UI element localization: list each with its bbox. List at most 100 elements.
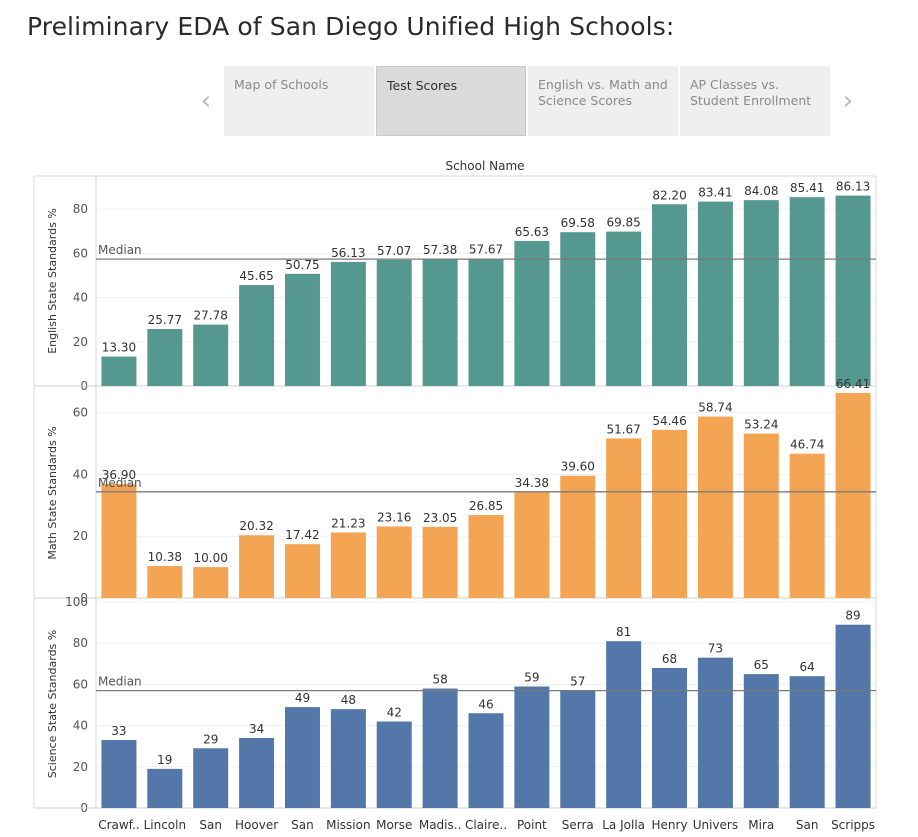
data-label: 10.38 <box>148 550 182 564</box>
bar <box>606 231 642 386</box>
bar <box>789 676 825 808</box>
bar <box>330 532 366 598</box>
x-tick-label: San <box>796 818 819 832</box>
data-label: 33 <box>111 724 126 738</box>
y-tick-label: 80 <box>73 636 88 650</box>
chevron-left-icon[interactable]: ‹ <box>200 86 212 116</box>
y-axis-label: Math State Standards % <box>46 426 59 559</box>
y-tick-label: 100 <box>65 595 88 609</box>
data-label: 10.00 <box>194 551 228 565</box>
data-label: 34 <box>249 722 264 736</box>
data-label: 89 <box>845 609 860 623</box>
data-label: 64 <box>800 660 815 674</box>
column-header: School Name <box>445 159 524 173</box>
data-label: 83.41 <box>698 186 732 200</box>
tab-ap-classes-vs-enrollment[interactable]: AP Classes vs. Student Enrollment <box>680 66 830 136</box>
data-label: 58.74 <box>698 401 732 415</box>
bar <box>468 713 504 808</box>
data-label: 53.24 <box>744 418 778 432</box>
x-tick-label: Crawf.. <box>98 818 139 832</box>
y-axis-label: Science State Standards % <box>46 630 59 778</box>
bar <box>193 567 229 598</box>
x-tick-label: Mission <box>326 818 370 832</box>
x-tick-label: Scripps <box>831 818 875 832</box>
data-label: 56.13 <box>331 246 365 260</box>
x-tick-label: Claire.. <box>465 818 507 832</box>
data-label: 86.13 <box>836 180 870 194</box>
x-tick-label: Univers <box>693 818 738 832</box>
data-label: 50.75 <box>285 258 319 272</box>
bar <box>514 491 550 598</box>
bar <box>514 686 550 808</box>
bar <box>101 356 137 386</box>
tab-english-vs-math-science[interactable]: English vs. Math and Science Scores <box>528 66 678 136</box>
bar <box>652 667 688 808</box>
y-tick-label: 60 <box>73 246 88 260</box>
bar <box>697 201 733 386</box>
data-label: 46.74 <box>790 438 824 452</box>
x-tick-label: Madis.. <box>419 818 462 832</box>
bar <box>652 429 688 598</box>
data-label: 20.32 <box>239 519 273 533</box>
bar <box>330 709 366 808</box>
tab-label: English vs. Math and Science Scores <box>538 77 668 108</box>
bar <box>743 200 779 386</box>
bar <box>376 526 412 598</box>
tab-test-scores[interactable]: Test Scores <box>376 66 526 136</box>
y-tick-label: 20 <box>73 760 88 774</box>
x-tick-label: Morse <box>376 818 412 832</box>
tab-label: Map of Schools <box>234 77 329 92</box>
test-scores-chart: School Name 0 20 40 60 80 English State Standa… <box>0 150 918 837</box>
bar <box>743 674 779 808</box>
bar <box>468 258 504 386</box>
median-label: Median <box>98 675 142 689</box>
y-tick-label: 20 <box>73 335 88 349</box>
x-tick-label: San <box>199 818 222 832</box>
data-label: 26.85 <box>469 499 503 513</box>
bar <box>239 285 275 386</box>
data-label: 68 <box>662 652 677 666</box>
bar <box>147 565 183 598</box>
median-label: Median <box>98 476 142 490</box>
data-label: 19 <box>157 753 172 767</box>
data-label: 29 <box>203 732 218 746</box>
x-tick-label: Serra <box>562 818 594 832</box>
y-tick-label: 40 <box>73 291 88 305</box>
data-label: 69.58 <box>561 216 595 230</box>
y-tick-label: 20 <box>73 529 88 543</box>
y-tick-label: 40 <box>73 719 88 733</box>
data-label: 45.65 <box>239 269 273 283</box>
page-title: Preliminary EDA of San Diego Unified Hig… <box>27 12 675 41</box>
data-label: 66.41 <box>836 377 870 391</box>
x-tick-label: Henry <box>652 818 688 832</box>
bar <box>835 195 871 386</box>
bar <box>422 259 458 386</box>
bar <box>652 204 688 386</box>
x-tick-label: San <box>291 818 314 832</box>
x-tick-label: La Jolla <box>602 818 645 832</box>
data-label: 13.30 <box>102 341 136 355</box>
data-label: 82.20 <box>652 188 686 202</box>
data-label: 84.08 <box>744 184 778 198</box>
data-label: 34.38 <box>515 476 549 490</box>
bar <box>284 544 320 598</box>
bar <box>468 515 504 598</box>
bar <box>193 324 229 386</box>
data-label: 54.46 <box>652 414 686 428</box>
tab-label: AP Classes vs. Student Enrollment <box>690 77 812 108</box>
bar <box>422 526 458 598</box>
bar <box>193 748 229 808</box>
bar <box>743 433 779 598</box>
data-label: 25.77 <box>148 313 182 327</box>
bar <box>239 535 275 598</box>
bar <box>376 721 412 808</box>
story-navigator: ‹ Map of Schools Test Scores English vs.… <box>196 66 862 136</box>
chevron-right-icon[interactable]: › <box>842 86 854 116</box>
data-label: 39.60 <box>561 460 595 474</box>
data-label: 57.67 <box>469 243 503 257</box>
tab-map-of-schools[interactable]: Map of Schools <box>224 66 374 136</box>
bar <box>101 484 137 598</box>
bar <box>376 259 412 386</box>
data-label: 59 <box>524 670 539 684</box>
